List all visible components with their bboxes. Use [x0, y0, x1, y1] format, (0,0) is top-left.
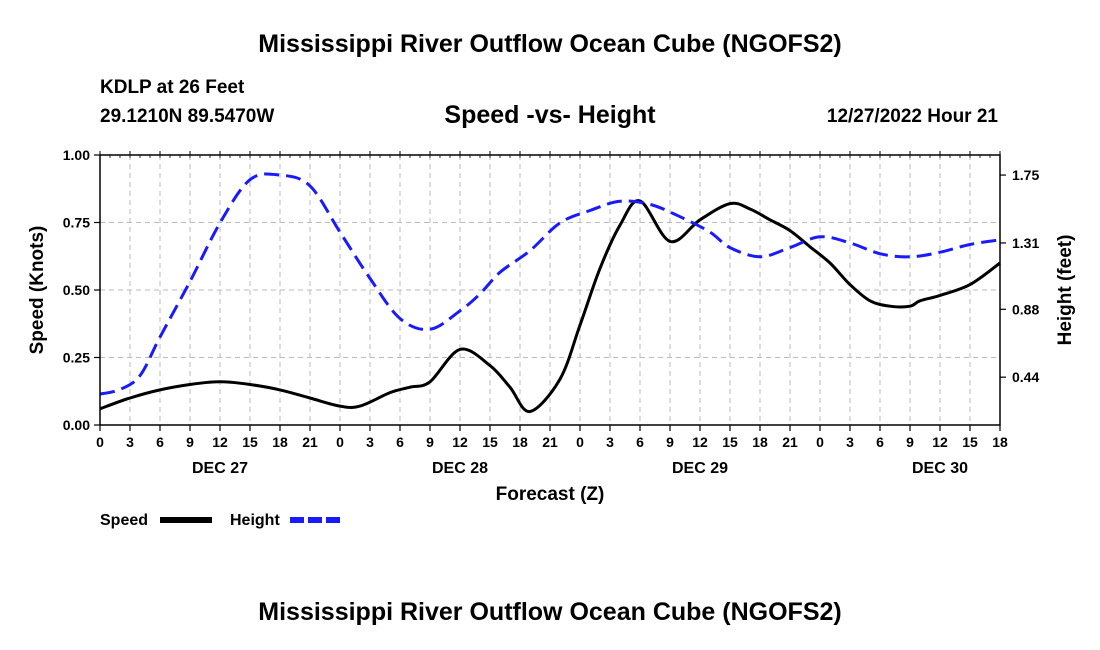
x-tick-label: 0: [816, 434, 824, 450]
x-tick-label: 21: [302, 434, 318, 450]
legend: Speed Height: [100, 512, 342, 529]
x-tick-label: 6: [876, 434, 884, 450]
x-date-label: DEC 28: [432, 460, 488, 477]
x-tick-label: 9: [666, 434, 674, 450]
x-tick-label: 12: [212, 434, 228, 450]
x-tick-label: 0: [576, 434, 584, 450]
x-tick-label: 6: [156, 434, 164, 450]
y-tick-label: 1.00: [63, 147, 90, 163]
series-lines: [99, 172, 1001, 413]
y-tick-label: 0.50: [63, 282, 90, 298]
main-title: Mississippi River Outflow Ocean Cube (NG…: [258, 30, 842, 58]
y2-axis-title: Height (feet): [1055, 235, 1076, 346]
x-tick-label: 15: [242, 434, 258, 450]
height-series-line: [99, 172, 1001, 396]
x-tick-label: 18: [272, 434, 288, 450]
x-tick-label: 18: [512, 434, 528, 450]
legend-label-height: Height: [230, 512, 280, 529]
speed-series-line: [99, 199, 1001, 413]
x-tick-label: 3: [846, 434, 854, 450]
x-tick-label: 6: [636, 434, 644, 450]
x-tick-label: 3: [606, 434, 614, 450]
x-tick-label: 12: [692, 434, 708, 450]
grid-lines: [100, 155, 1000, 425]
station-coordinates: 29.1210N 89.5470W: [100, 106, 275, 127]
y-axis-title: Speed (Knots): [27, 226, 48, 355]
axes: 0 3 6 9 12 15 18 21 0 3 6 9 12 15 18 21 0 3 6 9 12 15 18 21 0 3 6 9…: [27, 147, 1076, 505]
x-tick-label: 0: [96, 434, 104, 450]
y-tick-label: 0.25: [63, 350, 90, 366]
y2-tick-label: 1.31: [1012, 235, 1039, 251]
x-tick-label: 12: [932, 434, 948, 450]
x-tick-label: 18: [752, 434, 768, 450]
y2-tick-label: 1.75: [1012, 167, 1039, 183]
y-tick-label: 0.75: [63, 215, 90, 231]
forecast-date: 12/27/2022 Hour 21: [826, 106, 998, 127]
station-label: KDLP at 26 Feet: [100, 77, 245, 98]
x-tick-label: 3: [366, 434, 374, 450]
x-tick-label: 0: [336, 434, 344, 450]
x-tick-label: 9: [186, 434, 194, 450]
x-date-label: DEC 27: [192, 460, 248, 477]
x-date-label: DEC 29: [672, 460, 728, 477]
x-axis-title: Forecast (Z): [496, 484, 605, 505]
y2-tick-label: 0.44: [1012, 369, 1039, 385]
x-tick-label: 15: [962, 434, 978, 450]
x-tick-label: 21: [542, 434, 558, 450]
x-tick-label: 21: [782, 434, 798, 450]
x-tick-label: 3: [126, 434, 134, 450]
legend-label-speed: Speed: [100, 512, 148, 529]
x-tick-label: 15: [722, 434, 738, 450]
x-tick-label: 9: [906, 434, 914, 450]
x-tick-label: 12: [452, 434, 468, 450]
y2-tick-label: 0.88: [1012, 301, 1039, 317]
x-tick-label: 9: [426, 434, 434, 450]
x-tick-label: 15: [482, 434, 498, 450]
bottom-title: Mississippi River Outflow Ocean Cube (NG…: [258, 598, 842, 626]
x-tick-label: 18: [992, 434, 1008, 450]
y-tick-label: 0.00: [63, 417, 90, 433]
x-date-label: DEC 30: [912, 460, 968, 477]
chart-title: Speed -vs- Height: [444, 101, 656, 129]
x-tick-label: 6: [396, 434, 404, 450]
